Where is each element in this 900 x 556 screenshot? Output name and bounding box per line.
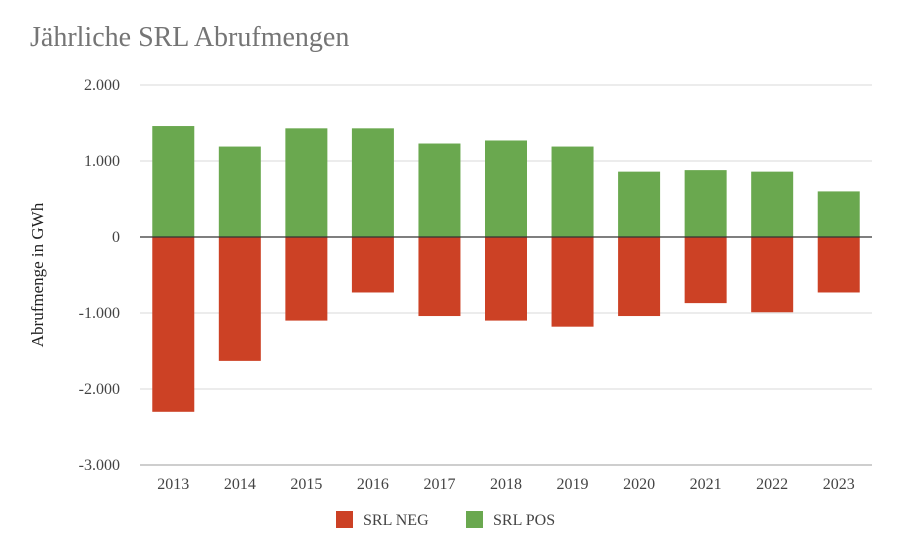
y-tick-label: 0: [112, 229, 120, 246]
x-tick-label: 2019: [557, 476, 589, 493]
bar-srl-pos-2021: [684, 170, 727, 237]
y-axis-title: Abrufmenge in GWh: [28, 202, 47, 347]
bar-srl-neg-2016: [351, 237, 394, 293]
x-tick-label: 2018: [490, 476, 522, 493]
x-tick-label: 2016: [357, 476, 389, 493]
bars: [152, 126, 860, 412]
tick-labels: 2.000 1.000 0 -1.000 -2.000 -3.000 2013 2014 201…: [79, 77, 855, 493]
bar-srl-neg-2014: [218, 237, 261, 361]
x-tick-label: 2020: [623, 476, 655, 493]
bar-srl-neg-2017: [418, 237, 461, 317]
bar-srl-neg-2019: [551, 237, 594, 327]
y-tick-label: -1.000: [79, 305, 120, 322]
bar-srl-pos-2013: [152, 126, 195, 237]
bar-srl-neg-2021: [684, 237, 727, 304]
x-tick-label: 2014: [224, 476, 256, 493]
y-tick-label: -3.000: [79, 457, 120, 474]
legend-swatch: [336, 511, 353, 528]
bar-srl-pos-2018: [485, 140, 527, 237]
bar-srl-pos-2015: [285, 128, 328, 237]
bar-srl-neg-2015: [285, 237, 328, 321]
bar-srl-pos-2017: [418, 143, 461, 237]
legend: SRL NEG SRL POS: [336, 511, 555, 529]
bar-srl-pos-2019: [551, 146, 594, 237]
chart-title: Jährliche SRL Abrufmengen: [30, 22, 350, 53]
legend-swatch: [466, 511, 483, 528]
axes: [140, 236, 872, 466]
x-tick-label: 2022: [756, 476, 788, 493]
bar-srl-pos-2016: [351, 128, 394, 237]
bar-srl-pos-2020: [618, 171, 661, 237]
x-tick-label: 2015: [290, 476, 322, 493]
bar-srl-neg-2020: [618, 237, 661, 317]
legend-label: SRL NEG: [363, 512, 429, 529]
bar-srl-pos-2023: [817, 191, 860, 237]
bar-srl-neg-2023: [817, 237, 860, 293]
x-tick-label: 2021: [690, 476, 722, 493]
bar-srl-neg-2013: [152, 237, 195, 412]
y-tick-label: 2.000: [84, 77, 120, 94]
x-tick-label: 2017: [423, 476, 455, 493]
bar-srl-neg-2022: [751, 237, 794, 313]
x-tick-label: 2023: [823, 476, 855, 493]
y-tick-label: -2.000: [79, 381, 120, 398]
y-tick-label: 1.000: [84, 153, 120, 170]
bar-srl-pos-2022: [751, 171, 794, 237]
bar-srl-pos-2014: [218, 146, 261, 237]
bar-srl-neg-2018: [485, 237, 527, 321]
x-tick-label: 2013: [157, 476, 189, 493]
legend-label: SRL POS: [493, 512, 555, 529]
